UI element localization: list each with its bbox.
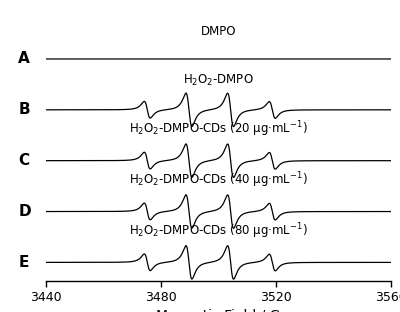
Text: C: C [18,153,30,168]
Text: B: B [18,102,30,117]
Text: E: E [18,255,29,270]
Text: H$_2$O$_2$-DMPO: H$_2$O$_2$-DMPO [183,73,254,89]
Text: D: D [18,204,31,219]
Text: H$_2$O$_2$-DMPO-CDs (40 μg·mL$^{-1}$): H$_2$O$_2$-DMPO-CDs (40 μg·mL$^{-1}$) [129,171,308,190]
X-axis label: Magnetic Field / G: Magnetic Field / G [156,309,280,312]
Text: A: A [18,51,30,66]
Text: H$_2$O$_2$-DMPO-CDs (20 μg·mL$^{-1}$): H$_2$O$_2$-DMPO-CDs (20 μg·mL$^{-1}$) [129,120,308,139]
Text: H$_2$O$_2$-DMPO-CDs (80 μg·mL$^{-1}$): H$_2$O$_2$-DMPO-CDs (80 μg·mL$^{-1}$) [129,222,308,241]
Text: DMPO: DMPO [201,25,236,38]
